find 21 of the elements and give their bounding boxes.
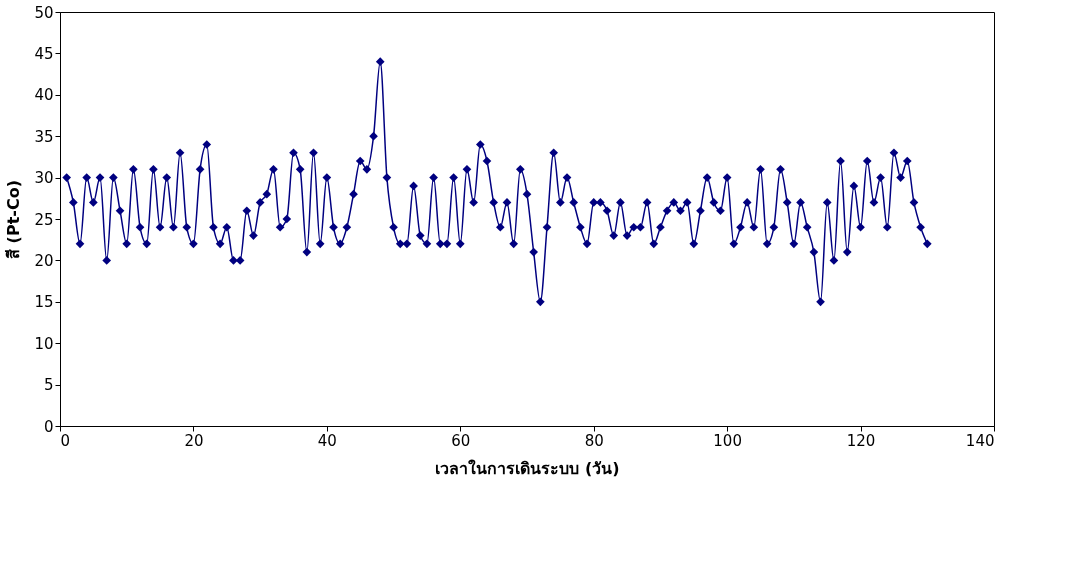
x-tick-label: 60 [451, 431, 471, 450]
y-tick-label: 0 [43, 417, 54, 436]
x-tick-label: 20 [184, 431, 204, 450]
y-tick-label: 5 [43, 376, 54, 395]
x-axis-title: เวลาในการเดินระบบ (วัน) [435, 458, 620, 478]
y-tick-label: 45 [34, 44, 54, 63]
x-tick-label: 140 [965, 431, 995, 450]
y-tick-label: 25 [34, 210, 54, 229]
x-tick-label: 0 [60, 431, 71, 450]
x-tick-label: 100 [713, 431, 742, 450]
y-tick-label: 15 [34, 293, 54, 312]
x-tick-label: 120 [846, 431, 876, 450]
x-tick-label: 80 [584, 431, 604, 450]
y-tick-label: 40 [34, 86, 54, 105]
y-tick-label: 30 [34, 169, 54, 188]
y-tick-label: 35 [34, 127, 54, 146]
y-tick-label: 20 [34, 251, 54, 270]
y-axis-title: สี (Pt-Co) [4, 180, 24, 259]
y-tick-label: 50 [34, 3, 54, 22]
x-tick-label: 40 [317, 431, 337, 450]
y-tick-label: 10 [34, 334, 54, 353]
